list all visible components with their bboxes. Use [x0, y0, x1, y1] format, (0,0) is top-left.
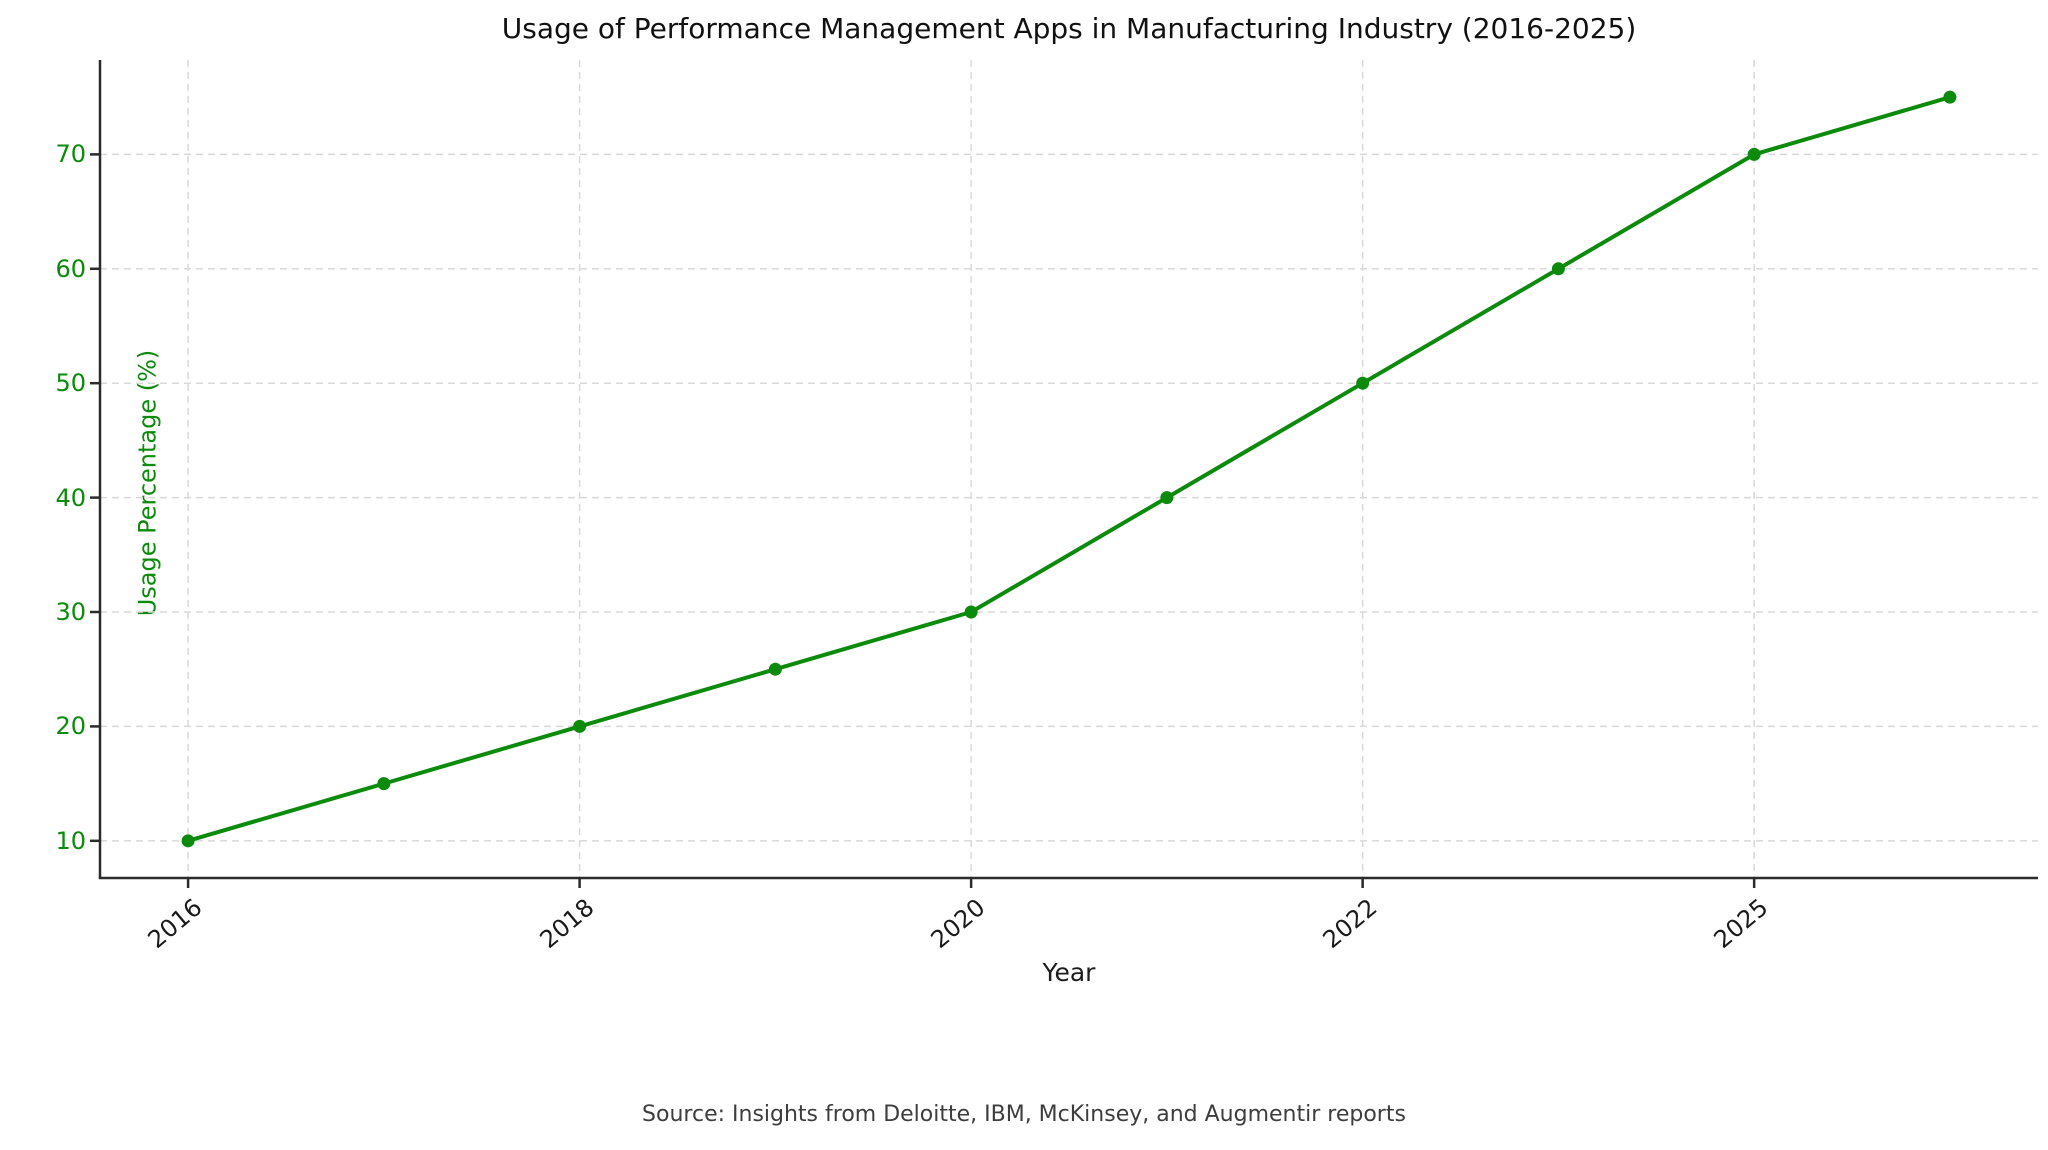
data-point-marker [1551, 262, 1565, 276]
y-tick-label: 50 [55, 369, 86, 398]
y-tick-label: 70 [55, 140, 86, 169]
data-point-marker [377, 777, 391, 791]
data-point-marker [1747, 147, 1761, 161]
y-tick-label: 60 [55, 254, 86, 283]
data-point-marker [768, 662, 782, 676]
data-point-marker [181, 834, 195, 848]
data-line [186, 95, 1952, 843]
source-note: Source: Insights from Deloitte, IBM, McK… [642, 1102, 1406, 1127]
data-point-marker [1160, 491, 1174, 505]
data-point-marker [573, 719, 587, 733]
data-point-marker [964, 605, 978, 619]
chart-title: Usage of Performance Management Apps in … [501, 12, 1637, 45]
y-tick-label: 40 [55, 483, 86, 512]
y-tick-label: 30 [55, 598, 86, 626]
data-point-marker [1356, 376, 1370, 390]
y-tick-label: 10 [55, 826, 86, 855]
data-point-marker [1943, 90, 1957, 104]
y-tick-label: 20 [55, 712, 86, 741]
x-axis-title: Year [1042, 958, 1096, 987]
